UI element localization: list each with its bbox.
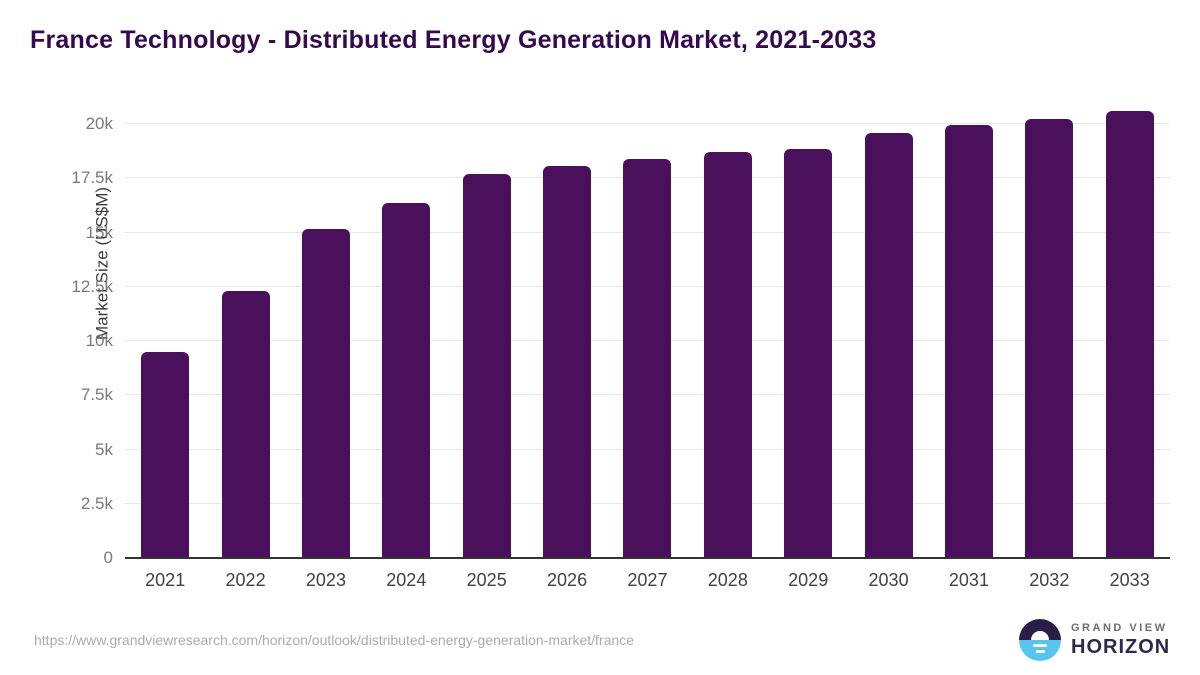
xtick-2025: 2025 xyxy=(466,570,507,590)
xtick-2021: 2021 xyxy=(145,570,186,590)
ytick-20k: 20k xyxy=(85,114,113,133)
xtick-2030: 2030 xyxy=(868,570,909,590)
xtick-2033: 2033 xyxy=(1109,570,1150,590)
bar-2028[interactable] xyxy=(703,152,752,558)
plot-area xyxy=(125,110,1170,559)
bar-2032[interactable] xyxy=(1025,118,1074,558)
xtick-2026: 2026 xyxy=(547,570,588,590)
bars-row xyxy=(125,110,1170,558)
bar-2025[interactable] xyxy=(462,173,511,558)
xtick-2031: 2031 xyxy=(948,570,989,590)
bar-2033[interactable] xyxy=(1105,110,1154,558)
ytick-2.5k: 2.5k xyxy=(80,493,113,513)
ytick-12.5k: 12.5k xyxy=(71,276,113,296)
x-axis-line xyxy=(125,557,1170,559)
y-axis-title: Market Size (US$M) xyxy=(92,186,112,340)
bar-2023[interactable] xyxy=(301,229,350,558)
source-url: https://www.grandviewresearch.com/horizo… xyxy=(34,632,634,648)
bar-2021[interactable] xyxy=(141,351,190,558)
bar-2031[interactable] xyxy=(944,125,993,558)
xtick-2024: 2024 xyxy=(386,570,427,590)
grand-view-horizon-logo: GRAND VIEW HORIZON xyxy=(1019,619,1170,661)
xtick-2029: 2029 xyxy=(788,570,829,590)
bar-2029[interactable] xyxy=(784,148,833,558)
xtick-2032: 2032 xyxy=(1029,570,1070,590)
bar-2024[interactable] xyxy=(382,203,431,558)
xtick-2023: 2023 xyxy=(305,570,346,590)
ytick-10k: 10k xyxy=(85,331,113,350)
xtick-2027: 2027 xyxy=(627,570,668,590)
ytick-15k: 15k xyxy=(85,222,113,242)
ytick-7.5k: 7.5k xyxy=(80,385,113,405)
ytick-5k: 5k xyxy=(95,439,113,459)
logo-text-horizon: HORIZON xyxy=(1071,635,1171,658)
ytick-17.5k: 17.5k xyxy=(71,168,113,188)
ytick-0: 0 xyxy=(103,548,113,567)
bar-2027[interactable] xyxy=(623,158,672,558)
xtick-2028: 2028 xyxy=(707,570,748,590)
xtick-2022: 2022 xyxy=(225,570,266,590)
gridline-20k xyxy=(125,123,1170,124)
x-axis-tick-labels: 2021 2022 2023 2024 2025 2026 2027 2028 2029 2030… xyxy=(125,570,1170,591)
chart-title: France Technology - Distributed Energy G… xyxy=(30,26,877,54)
horizon-sun-icon xyxy=(1019,619,1061,661)
bar-2030[interactable] xyxy=(864,132,913,558)
logo-text-grand-view: GRAND VIEW xyxy=(1071,621,1168,634)
bar-2026[interactable] xyxy=(543,166,592,558)
bar-2022[interactable] xyxy=(221,291,270,558)
